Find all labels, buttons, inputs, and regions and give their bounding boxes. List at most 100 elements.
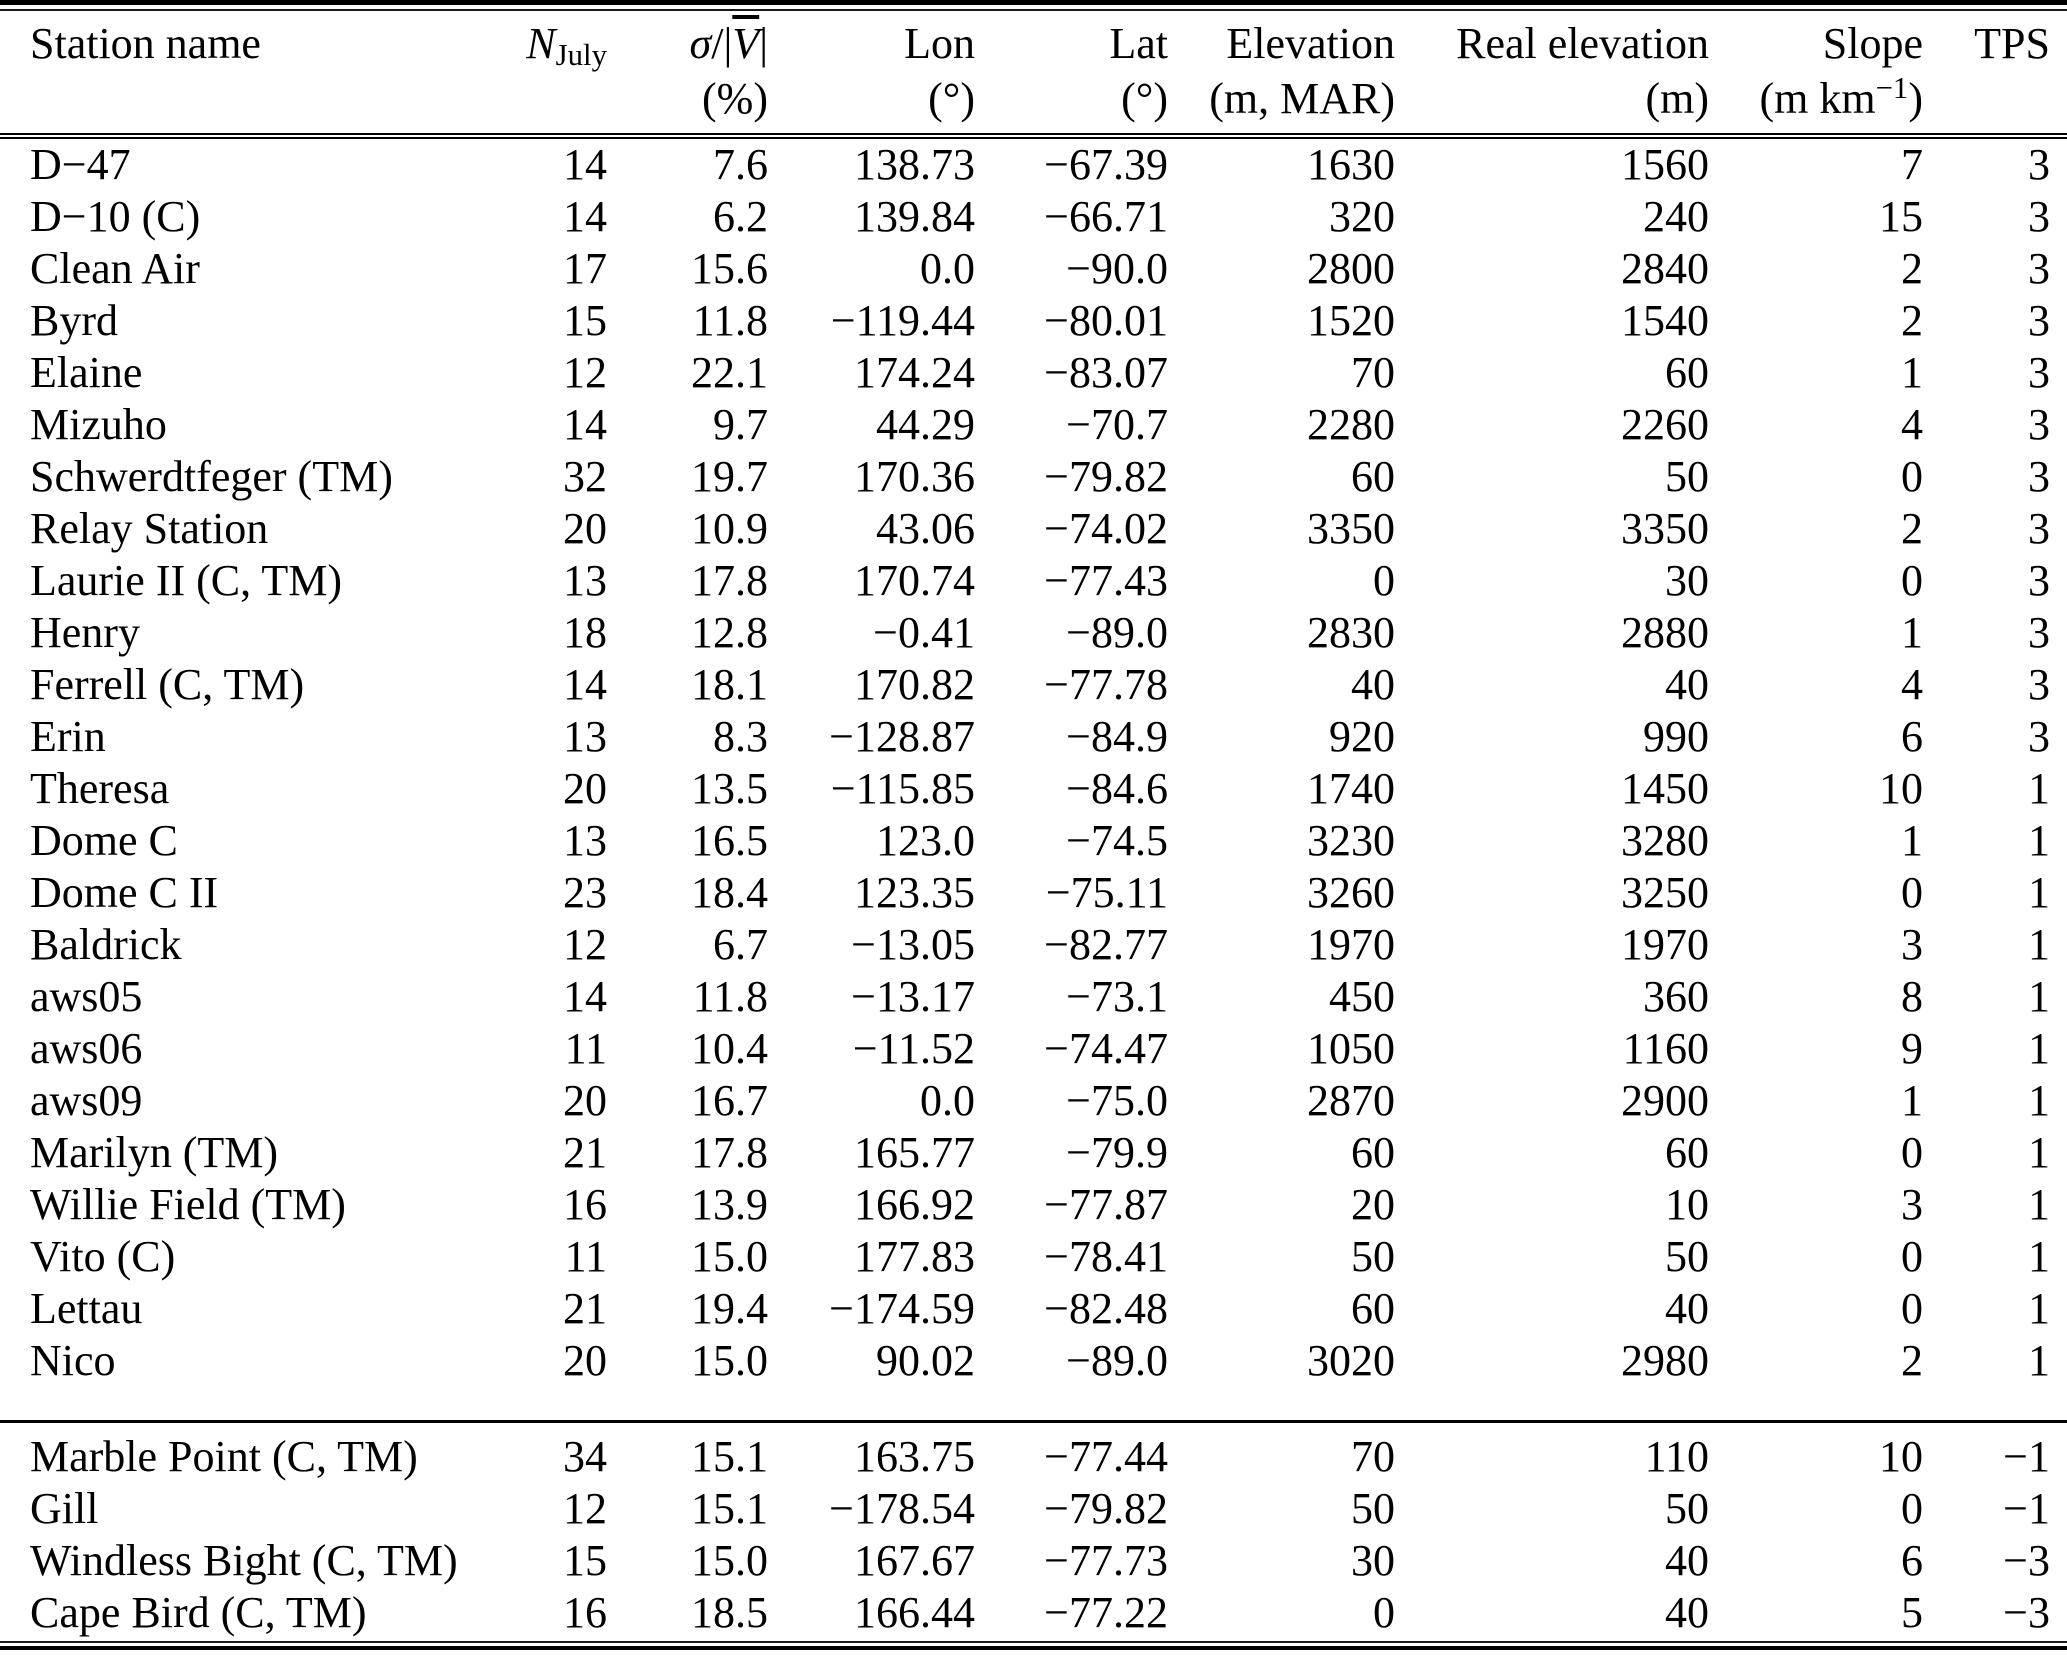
- cell-slope: 0: [1901, 1484, 1923, 1533]
- cell-n_july: 16: [563, 1588, 607, 1637]
- table-row: Ferrell (C, TM) 14 18.1 170.82 −77.78 40 40 4 3: [0, 659, 2067, 711]
- cell-slope: 10: [1879, 1432, 1923, 1481]
- cell-tps: 3: [2028, 608, 2050, 657]
- cell-station: Laurie II (C, TM): [30, 556, 342, 605]
- cell-lat: −75.0: [1066, 1076, 1168, 1125]
- cell-tps: −3: [2003, 1588, 2050, 1637]
- cell-sigma_pct: 17.8: [691, 556, 768, 605]
- col-header-njuly: NJuly: [440, 11, 607, 71]
- unit-elevation: (m, MAR): [1168, 71, 1395, 139]
- cell-slope: 0: [1901, 868, 1923, 917]
- cell-elevation_mar: 30: [1351, 1536, 1395, 1585]
- table-row: Elaine 12 22.1 174.24 −83.07 70 60 1 3: [0, 347, 2067, 399]
- cell-n_july: 32: [563, 452, 607, 501]
- cell-real_elevation_m: 3350: [1621, 504, 1709, 553]
- cell-real_elevation_m: 2880: [1621, 608, 1709, 657]
- cell-lat: −82.77: [1044, 920, 1168, 969]
- cell-slope: 1: [1901, 608, 1923, 657]
- cell-station: aws09: [30, 1076, 143, 1125]
- cell-station: Willie Field (TM): [30, 1180, 346, 1229]
- cell-tps: 1: [2028, 1336, 2050, 1385]
- cell-sigma_pct: 18.5: [691, 1588, 768, 1637]
- cell-lon: 43.06: [876, 504, 975, 553]
- top-rule-heavy: [0, 0, 2067, 5]
- cell-n_july: 14: [563, 192, 607, 241]
- table-row: Gill 12 15.1 −178.54 −79.82 50 50 0 −1: [0, 1483, 2067, 1535]
- cell-station: Dome C: [30, 816, 178, 865]
- cell-lat: −84.9: [1066, 712, 1168, 761]
- cell-lon: −11.52: [852, 1024, 975, 1073]
- cell-station: Baldrick: [30, 920, 182, 969]
- n-subscript: July: [555, 37, 607, 72]
- cell-sigma_pct: 10.9: [691, 504, 768, 553]
- cell-slope: 1: [1901, 1076, 1923, 1125]
- cell-lon: 44.29: [876, 400, 975, 449]
- cell-station: aws06: [30, 1024, 143, 1073]
- cell-lon: 0.0: [920, 1076, 975, 1125]
- cell-slope: 7: [1901, 140, 1923, 189]
- cell-n_july: 15: [563, 296, 607, 345]
- cell-lon: 170.74: [854, 556, 975, 605]
- cell-sigma_pct: 15.1: [691, 1432, 768, 1481]
- cell-elevation_mar: 320: [1329, 192, 1395, 241]
- n-symbol: N: [526, 19, 556, 68]
- section-separator-line: [0, 1419, 2067, 1423]
- cell-elevation_mar: 60: [1351, 452, 1395, 501]
- unit-slope: (m km−1): [1709, 71, 1923, 139]
- cell-sigma_pct: 6.2: [713, 192, 768, 241]
- cell-lon: 170.36: [854, 452, 975, 501]
- cell-lon: −174.59: [829, 1284, 975, 1333]
- cell-sigma_pct: 15.0: [691, 1336, 768, 1385]
- unit-tps-empty: [1923, 71, 2067, 139]
- cell-slope: 1: [1901, 348, 1923, 397]
- cell-tps: 1: [2028, 1180, 2050, 1229]
- cell-slope: 4: [1901, 400, 1923, 449]
- cell-slope: 10: [1879, 764, 1923, 813]
- sigma-divider: /|: [711, 19, 733, 68]
- table-row: Clean Air 17 15.6 0.0 −90.0 2800 2840 2 3: [0, 243, 2067, 295]
- cell-n_july: 21: [563, 1128, 607, 1177]
- cell-station: Windless Bight (C, TM): [30, 1536, 458, 1585]
- cell-tps: 3: [2028, 192, 2050, 241]
- cell-station: Vito (C): [30, 1232, 176, 1281]
- cell-station: Ferrell (C, TM): [30, 660, 305, 709]
- col-header-sigma: σ/|V|: [607, 11, 768, 71]
- cell-station: Cape Bird (C, TM): [30, 1588, 367, 1637]
- cell-n_july: 20: [563, 1336, 607, 1385]
- cell-n_july: 23: [563, 868, 607, 917]
- cell-station: Gill: [30, 1484, 99, 1533]
- cell-tps: 3: [2028, 140, 2050, 189]
- cell-lat: −83.07: [1044, 348, 1168, 397]
- station-rows-main: D−47 14 7.6 138.73 −67.39 1630 1560 7 3 D−10 (C) 1…: [0, 136, 2067, 1387]
- cell-n_july: 14: [563, 660, 607, 709]
- table-row: Cape Bird (C, TM) 16 18.5 166.44 −77.22 0 40 5 −…: [0, 1587, 2067, 1639]
- cell-lat: −77.78: [1044, 660, 1168, 709]
- cell-lat: −89.0: [1066, 1336, 1168, 1385]
- cell-lat: −77.73: [1044, 1536, 1168, 1585]
- cell-lat: −74.47: [1044, 1024, 1168, 1073]
- cell-real_elevation_m: 990: [1643, 712, 1709, 761]
- table-row: aws05 14 11.8 −13.17 −73.1 450 360 8 1: [0, 971, 2067, 1023]
- slope-unit-exponent: −1: [1875, 71, 1909, 106]
- cell-sigma_pct: 22.1: [691, 348, 768, 397]
- table-row: Henry 18 12.8 −0.41 −89.0 2830 2880 1 3: [0, 607, 2067, 659]
- cell-lon: 166.92: [854, 1180, 975, 1229]
- cell-elevation_mar: 0: [1373, 1588, 1395, 1637]
- cell-real_elevation_m: 2260: [1621, 400, 1709, 449]
- cell-elevation_mar: 50: [1351, 1484, 1395, 1533]
- cell-n_july: 13: [563, 816, 607, 865]
- cell-tps: 1: [2028, 920, 2050, 969]
- cell-lon: −13.05: [851, 920, 975, 969]
- table-row: Relay Station 20 10.9 43.06 −74.02 3350 3350 2 3: [0, 503, 2067, 555]
- table-row: Erin 13 8.3 −128.87 −84.9 920 990 6 3: [0, 711, 2067, 763]
- cell-elevation_mar: 1630: [1307, 140, 1395, 189]
- cell-station: Dome C II: [30, 868, 219, 917]
- cell-station: Byrd: [30, 296, 118, 345]
- cell-real_elevation_m: 360: [1643, 972, 1709, 1021]
- cell-elevation_mar: 920: [1329, 712, 1395, 761]
- cell-lon: 165.77: [854, 1128, 975, 1177]
- cell-tps: 3: [2028, 244, 2050, 293]
- cell-lat: −73.1: [1066, 972, 1168, 1021]
- unit-sigma: (%): [607, 71, 768, 139]
